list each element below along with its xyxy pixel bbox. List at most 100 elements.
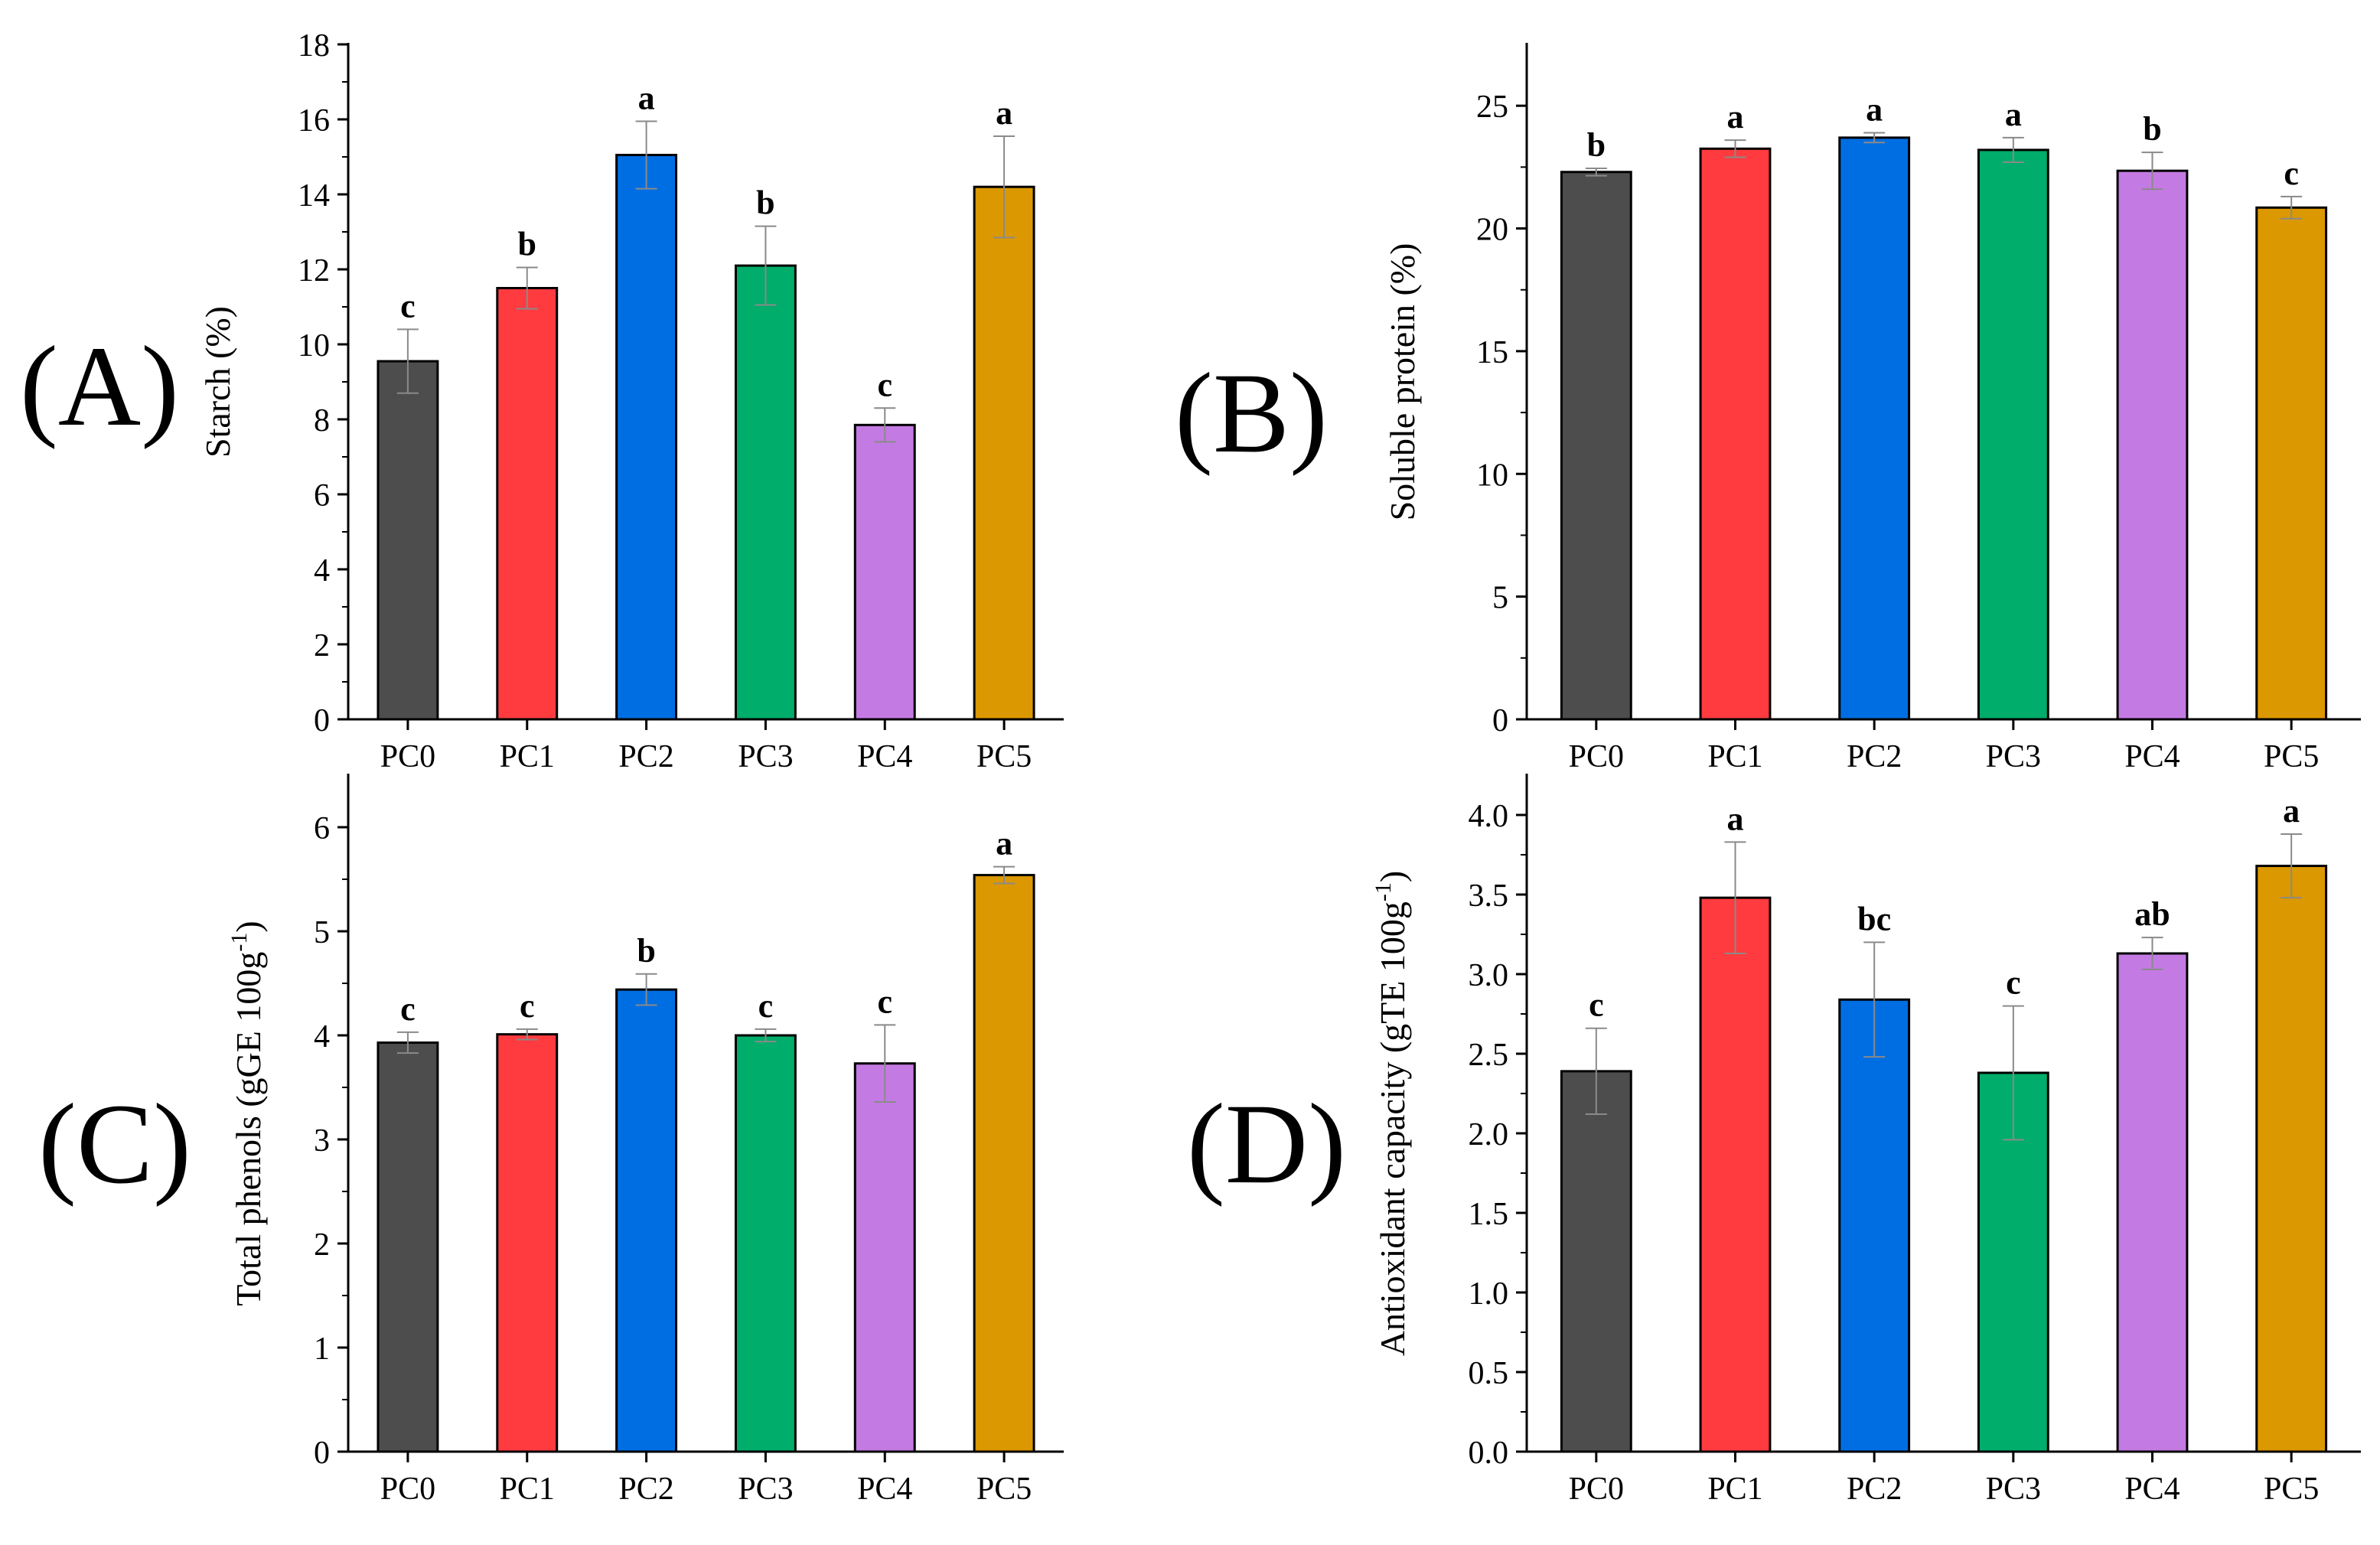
bar-pc2: [1838, 998, 1911, 1453]
significance-label: c: [400, 287, 416, 324]
significance-label: c: [877, 366, 892, 403]
y-axis-title-suffix: ): [229, 921, 268, 932]
y-tick-label: 12: [298, 253, 330, 288]
y-tick-label: 5: [314, 915, 330, 950]
x-tick-label: PC4: [857, 739, 912, 774]
panel-label: (A): [20, 323, 179, 450]
x-tick-label: PC4: [2124, 1472, 2179, 1507]
y-tick-label: 4: [314, 1019, 330, 1054]
x-tick-label: PC2: [618, 739, 673, 774]
y-axis-title-main: Starch (%): [198, 306, 237, 458]
significance-label: c: [2284, 155, 2299, 192]
significance-label: a: [1727, 800, 1744, 837]
y-axis-title: Soluble protein (%): [1383, 243, 1422, 521]
significance-label: ab: [2134, 895, 2170, 933]
x-tick-label: PC4: [2124, 739, 2179, 774]
y-axis-title: Starch (%): [198, 306, 237, 458]
significance-label: a: [638, 79, 655, 116]
bar-pc0: [377, 360, 439, 721]
y-tick-label: 0.0: [1469, 1436, 1509, 1471]
x-tick-label: PC1: [500, 739, 555, 774]
bar-pc3: [734, 264, 797, 721]
significance-label: c: [1589, 986, 1604, 1024]
significance-label: a: [996, 94, 1012, 132]
bar-pc2: [615, 154, 678, 721]
y-tick-label: 0: [314, 703, 330, 738]
bar-pc0: [377, 1041, 439, 1453]
panel-label: (C): [38, 1081, 191, 1208]
panel-label: (B): [1175, 350, 1328, 477]
x-tick-label: PC0: [380, 1472, 435, 1507]
significance-label: c: [2006, 964, 2021, 1002]
x-tick-label: PC5: [976, 739, 1032, 774]
bar-pc0: [1560, 1070, 1632, 1453]
y-tick-label: 3.0: [1469, 958, 1509, 993]
y-tick-label: 25: [1476, 90, 1508, 125]
y-tick-label: 3.5: [1469, 878, 1509, 914]
significance-label: b: [2143, 110, 2161, 148]
x-tick-label: PC2: [1847, 739, 1902, 774]
x-tick-label: PC0: [1569, 1472, 1624, 1507]
x-tick-label: PC0: [380, 739, 435, 774]
y-tick-label: 4: [314, 553, 330, 588]
y-tick-label: 0: [314, 1436, 330, 1471]
significance-label: b: [637, 932, 655, 970]
y-tick-label: 1: [314, 1332, 330, 1367]
y-tick-label: 2: [314, 1227, 330, 1263]
x-tick-label: PC3: [738, 739, 793, 774]
panel-a-starch: 0 2 4 6 8 10 12 14 16 18 c PC0 b PC1 a PC2 b PC3 c PC4 a PC5 S…: [20, 28, 1064, 774]
bar-pc0: [1560, 171, 1632, 721]
bar-pc4: [2116, 169, 2189, 721]
x-tick-label: PC1: [500, 1472, 555, 1507]
y-tick-label: 2.5: [1469, 1038, 1509, 1073]
x-tick-label: PC3: [738, 1472, 793, 1507]
y-tick-label: 6: [314, 478, 330, 513]
y-tick-label: 2: [314, 628, 330, 663]
bar-pc5: [973, 185, 1035, 721]
y-tick-label: 1.0: [1469, 1276, 1509, 1312]
significance-label: b: [1587, 126, 1606, 164]
panel-c-total-phenols: 0 1 2 3 4 5 6 c PC0 c PC1 b PC2 c PC3 c PC4 a PC5 Total phe…: [38, 774, 1064, 1507]
x-tick-label: PC2: [618, 1472, 673, 1507]
significance-label: bc: [1857, 900, 1891, 937]
y-axis-title-main: Total phenols (gGE 100g: [229, 952, 268, 1306]
bar-pc2: [615, 988, 678, 1453]
significance-label: c: [520, 987, 535, 1025]
y-axis-title: Total phenols (gGE 100g-1): [227, 921, 268, 1305]
y-tick-label: 20: [1476, 213, 1508, 248]
panel-label: (D): [1187, 1081, 1346, 1208]
significance-label: b: [756, 184, 774, 222]
significance-label: b: [518, 226, 536, 263]
x-tick-label: PC1: [1707, 739, 1762, 774]
bar-pc4: [2116, 952, 2189, 1453]
x-tick-label: PC1: [1707, 1472, 1762, 1507]
bar-pc1: [496, 1033, 559, 1453]
y-tick-label: 2.0: [1469, 1117, 1509, 1152]
y-axis-title: Antioxidant capacity (gTE 100g-1): [1371, 871, 1412, 1356]
bar-pc5: [2255, 865, 2328, 1453]
x-tick-label: PC5: [2264, 1472, 2319, 1507]
bar-pc5: [2255, 206, 2328, 721]
x-tick-label: PC3: [1986, 1472, 2041, 1507]
bar-pc2: [1838, 136, 1911, 721]
significance-label: c: [758, 987, 774, 1025]
significance-label: a: [2283, 792, 2300, 830]
y-tick-label: 6: [314, 811, 330, 846]
y-tick-label: 5: [1492, 581, 1508, 616]
bar-pc1: [1699, 147, 1772, 721]
x-tick-label: PC5: [2264, 739, 2319, 774]
y-tick-label: 8: [314, 403, 330, 438]
bar-pc1: [496, 287, 559, 721]
x-tick-label: PC4: [857, 1472, 912, 1507]
y-tick-label: 1.5: [1469, 1197, 1509, 1232]
x-tick-label: PC0: [1569, 739, 1624, 774]
bar-pc4: [853, 423, 916, 721]
y-axis-title-main: Soluble protein (%): [1383, 243, 1422, 521]
y-tick-label: 0: [1492, 703, 1508, 738]
panel-b-soluble-protein: 0 5 10 15 20 25 b PC0 a PC1 a PC2 a PC3 b PC4 c PC5 Solubl…: [1175, 43, 2361, 774]
y-axis-title-superscript: -1: [1371, 882, 1396, 901]
bar-pc3: [1977, 148, 2049, 721]
significance-label: c: [400, 990, 416, 1028]
panel-d-antioxidant-capacity: 0.0 0.5 1.0 1.5 2.0 2.5 3.0 3.5 4.0 c PC0 a PC1 bc PC2…: [1187, 774, 2361, 1507]
